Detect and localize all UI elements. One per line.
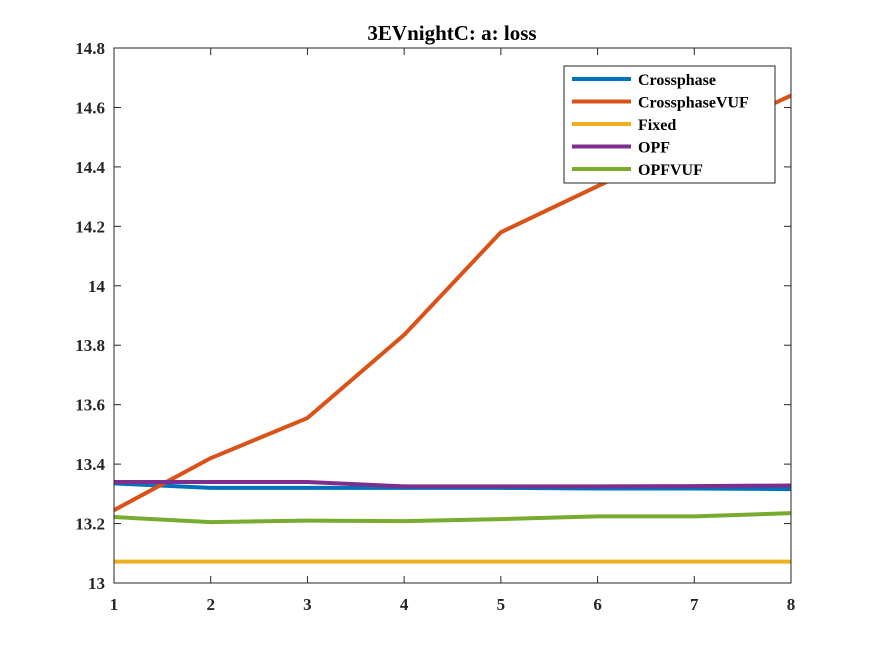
legend-label-fixed: Fixed [638,117,676,134]
legend-label-crossphase: Crossphase [638,72,716,89]
x-tick-label: 8 [787,595,796,614]
axes-box [113,47,792,584]
chart-title: 3EVnightC: a: loss [367,21,536,45]
legend-label-opf: OPF [638,140,670,157]
y-tick-label: 14.6 [75,98,105,117]
axes-layer [113,47,792,584]
legend: Crossphase CrossphaseVUF Fixed OPF OPFVUF [563,65,776,184]
legend-label-crossphasevuf: CrossphaseVUF [638,95,749,112]
y-tick-label: 14.4 [75,158,105,177]
x-tick-label: 7 [690,595,699,614]
y-tick-label: 13.8 [75,336,105,355]
legend-label-opfvuf: OPFVUF [638,162,703,179]
y-tick-label: 14 [88,277,106,296]
series-line-opfvuf [113,511,792,525]
x-tick-label: 2 [206,595,215,614]
y-tick-label: 13 [88,574,105,593]
y-tick-label: 14.2 [75,217,105,236]
series-line-opf [114,479,792,489]
tick-layer: 1 2 3 4 5 6 7 8 13 13.2 13.4 13.6 13.8 14 14.2 14.4 14.6… [75,39,795,614]
y-tick-label: 13.4 [75,455,105,474]
y-tick-label: 13.2 [75,515,105,534]
y-tick-label: 14.8 [75,39,105,58]
x-tick-label: 5 [497,595,506,614]
x-tick-label: 1 [110,595,119,614]
y-tick-label: 13.6 [75,396,105,415]
x-tick-label: 6 [593,595,602,614]
x-tick-label: 4 [400,595,409,614]
x-tick-label: 3 [303,595,312,614]
